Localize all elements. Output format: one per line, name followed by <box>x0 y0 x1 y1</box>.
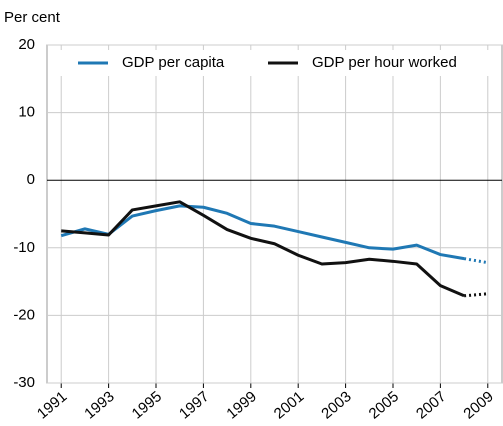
series-line <box>463 257 489 265</box>
series-line <box>60 204 465 261</box>
y-tick-label: 0 <box>27 171 35 188</box>
y-tick-label: -30 <box>13 374 35 391</box>
legend-label: GDP per hour worked <box>312 54 457 71</box>
x-tick-label: 2005 <box>366 388 402 422</box>
x-tick-label: 1993 <box>81 388 117 422</box>
legend-label: GDP per capita <box>122 54 225 71</box>
y-tick-label: -10 <box>13 239 35 256</box>
x-tick-label: 1995 <box>129 388 165 422</box>
x-tick-label: 1991 <box>34 388 70 422</box>
y-tick-label: 10 <box>18 104 35 121</box>
plot-area <box>46 44 503 384</box>
y-tick-label: -20 <box>13 306 35 323</box>
y-tick-label: 20 <box>18 36 35 53</box>
series-line <box>463 292 488 298</box>
x-tick-label: 2003 <box>318 388 354 422</box>
x-tick-label: 2009 <box>460 388 496 422</box>
x-tick-label: 2007 <box>413 388 449 422</box>
series-line <box>61 200 465 298</box>
x-tick-label: 2001 <box>271 388 307 422</box>
y-axis-label: Per cent <box>4 9 61 26</box>
x-tick-label: 1999 <box>223 388 259 422</box>
x-tick-label: 1997 <box>176 388 212 422</box>
